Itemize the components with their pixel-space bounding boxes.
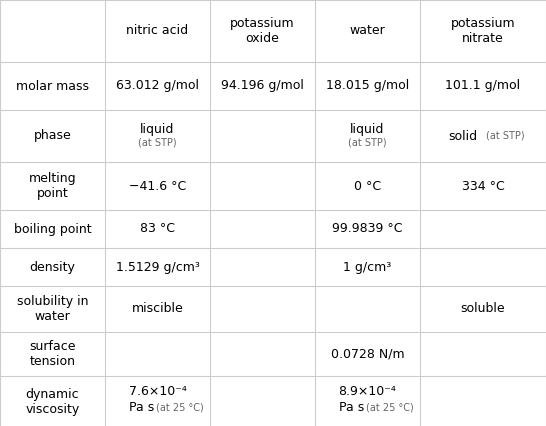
Text: miscible: miscible bbox=[132, 302, 183, 316]
Text: −41.6 °C: −41.6 °C bbox=[129, 179, 186, 193]
Text: 0.0728 N/m: 0.0728 N/m bbox=[331, 348, 404, 360]
Text: 8.9×10⁻⁴: 8.9×10⁻⁴ bbox=[339, 385, 396, 398]
Text: (at STP): (at STP) bbox=[486, 131, 524, 141]
Text: liquid: liquid bbox=[351, 123, 385, 136]
Text: phase: phase bbox=[34, 130, 72, 143]
Text: solubility in
water: solubility in water bbox=[17, 295, 88, 323]
Text: solid: solid bbox=[448, 130, 478, 143]
Text: 94.196 g/mol: 94.196 g/mol bbox=[221, 80, 304, 92]
Text: boiling point: boiling point bbox=[14, 222, 91, 236]
Text: 18.015 g/mol: 18.015 g/mol bbox=[326, 80, 409, 92]
Text: 83 °C: 83 °C bbox=[140, 222, 175, 236]
Text: density: density bbox=[29, 261, 75, 273]
Text: (at STP): (at STP) bbox=[348, 138, 387, 148]
Text: water: water bbox=[349, 25, 385, 37]
Text: Pa s: Pa s bbox=[129, 401, 154, 414]
Text: Pa s: Pa s bbox=[339, 401, 364, 414]
Text: 63.012 g/mol: 63.012 g/mol bbox=[116, 80, 199, 92]
Text: 101.1 g/mol: 101.1 g/mol bbox=[446, 80, 520, 92]
Text: (at 25 °C): (at 25 °C) bbox=[156, 402, 203, 412]
Text: 0 °C: 0 °C bbox=[354, 179, 381, 193]
Text: soluble: soluble bbox=[461, 302, 505, 316]
Text: 334 °C: 334 °C bbox=[461, 179, 505, 193]
Text: 1.5129 g/cm³: 1.5129 g/cm³ bbox=[116, 261, 199, 273]
Text: liquid: liquid bbox=[140, 123, 175, 136]
Text: nitric acid: nitric acid bbox=[127, 25, 188, 37]
Text: 7.6×10⁻⁴: 7.6×10⁻⁴ bbox=[128, 385, 186, 398]
Text: potassium
nitrate: potassium nitrate bbox=[450, 17, 515, 45]
Text: potassium
oxide: potassium oxide bbox=[230, 17, 295, 45]
Text: (at STP): (at STP) bbox=[138, 138, 177, 148]
Text: 99.9839 °C: 99.9839 °C bbox=[333, 222, 403, 236]
Text: 1 g/cm³: 1 g/cm³ bbox=[343, 261, 391, 273]
Text: molar mass: molar mass bbox=[16, 80, 89, 92]
Text: (at 25 °C): (at 25 °C) bbox=[366, 402, 413, 412]
Text: dynamic
viscosity: dynamic viscosity bbox=[25, 388, 80, 416]
Text: surface
tension: surface tension bbox=[29, 340, 76, 368]
Text: melting
point: melting point bbox=[29, 172, 76, 200]
